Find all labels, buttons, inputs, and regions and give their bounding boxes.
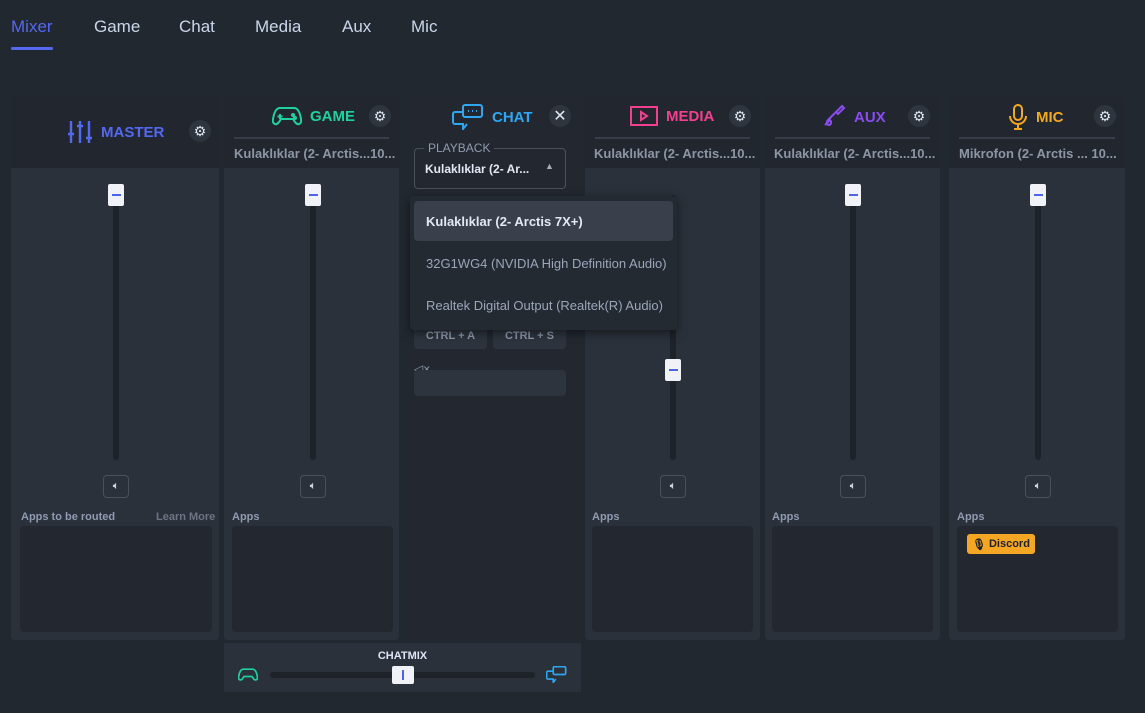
caret-up-icon: ▲ [545,161,554,171]
tab-game[interactable]: Game [94,17,141,36]
game-mute-button[interactable]: 🔈︎ [300,475,326,498]
chatmix-label: CHATMIX [377,650,428,662]
mic-device: Mikrofon (2- Arctis ... 10... [959,146,1117,161]
master-volume-slider[interactable] [108,184,124,206]
speaker-icon: 🔈︎ [669,480,677,492]
aux-device: Kulaklıklar (2- Arctis...10... [774,146,936,161]
media-settings-button[interactable]: ⚙ [729,105,751,127]
tab-aux[interactable]: Aux [342,17,372,36]
game-title: GAME [272,105,355,127]
microphone-icon [1009,104,1027,130]
chat-channel: CHAT ✕ PLAYBACK Kulaklıklar (2- Ar... ▲ … [405,95,583,640]
apps-dropzone[interactable] [772,526,933,632]
apps-label: Apps [232,511,260,523]
speaker-icon: 🔈︎ [112,480,120,492]
sliders-icon [68,121,92,143]
aux-volume-slider[interactable] [845,184,861,206]
media-device: Kulaklıklar (2- Arctis...10... [594,146,756,161]
tab-media[interactable]: Media [255,17,302,36]
chatmix-slider-handle[interactable] [391,666,414,684]
mic-volume-slider[interactable] [1030,184,1046,206]
tab-chat[interactable]: Chat [179,17,215,36]
playback-option[interactable]: Realtek Digital Output (Realtek(R) Audio… [426,297,663,313]
chat-title: CHAT [452,104,533,130]
master-mute-button[interactable]: 🔈︎ [103,475,129,498]
gamepad-icon [238,668,258,681]
microphone-icon: 🎙︎ [972,538,986,551]
play-screen-icon [630,106,658,126]
mic-channel: MIC ⚙ Mikrofon (2- Arctis ... 10... 🔈︎ A… [949,95,1125,640]
mic-title: MIC [1008,104,1064,130]
game-settings-button[interactable]: ⚙ [369,105,391,127]
active-tab-indicator [11,47,53,50]
apps-label: Apps to be routed [21,511,116,523]
app-chip-discord[interactable]: 🎙︎ Discord [967,534,1035,554]
chat-bubbles-icon [546,666,567,683]
media-channel: MEDIA ⚙ Kulaklıklar (2- Arctis...10... 🔈… [585,95,760,640]
apps-label: Apps [957,511,985,523]
apps-dropzone[interactable]: 🎙︎ Discord [957,526,1118,632]
master-settings-button[interactable]: ⚙ [189,120,211,142]
media-title: MEDIA [630,105,714,127]
playback-dropdown: Kulaklıklar (2- Arctis 7X+) 32G1WG4 (NVI… [410,196,677,330]
gamepad-icon [272,107,302,126]
tab-mixer[interactable]: Mixer [11,17,53,36]
chat-close-button[interactable]: ✕ [549,105,571,127]
speaker-icon: 🔈︎ [849,480,857,492]
playback-option[interactable]: 32G1WG4 (NVIDIA High Definition Audio) [426,255,667,271]
cable-icon [824,104,846,127]
mic-settings-button[interactable]: ⚙ [1094,105,1116,127]
learn-more-link[interactable]: Learn More [156,511,216,523]
game-device: Kulaklıklar (2- Arctis...10... [234,146,396,161]
chatmix-panel: CHATMIX [224,643,581,692]
apps-label: Apps [772,511,800,523]
master-title: MASTER [67,119,164,145]
game-volume-slider[interactable] [305,184,321,206]
tab-mic[interactable]: Mic [411,17,438,36]
aux-settings-button[interactable]: ⚙ [908,105,930,127]
playback-option[interactable]: Kulaklıklar (2- Arctis 7X+) [414,201,673,241]
aux-channel: AUX ⚙ Kulaklıklar (2- Arctis...10... 🔈︎ … [765,95,940,640]
game-channel: GAME ⚙ Kulaklıklar (2- Arctis...10... 🔈︎… [224,95,399,640]
speaker-icon: 🔈︎ [1034,480,1042,492]
apps-dropzone[interactable] [232,526,393,632]
apps-dropzone[interactable] [20,526,212,632]
apps-dropzone[interactable] [592,526,753,632]
playback-select[interactable]: PLAYBACK Kulaklıklar (2- Ar... ▲ [414,141,566,189]
aux-title: AUX [820,104,886,130]
mic-mute-button[interactable]: 🔈︎ [1025,475,1051,498]
speaker-icon: 🔈︎ [309,480,317,492]
apps-label: Apps [592,511,620,523]
master-channel: MASTER ⚙ 🔈︎ Apps to be routed Learn More [11,95,219,640]
aux-mute-button[interactable]: 🔈︎ [840,475,866,498]
media-mute-button[interactable]: 🔈︎ [660,475,686,498]
media-volume-slider[interactable] [665,359,681,381]
chat-input-box[interactable] [414,370,566,396]
chat-bubbles-icon [452,104,483,130]
